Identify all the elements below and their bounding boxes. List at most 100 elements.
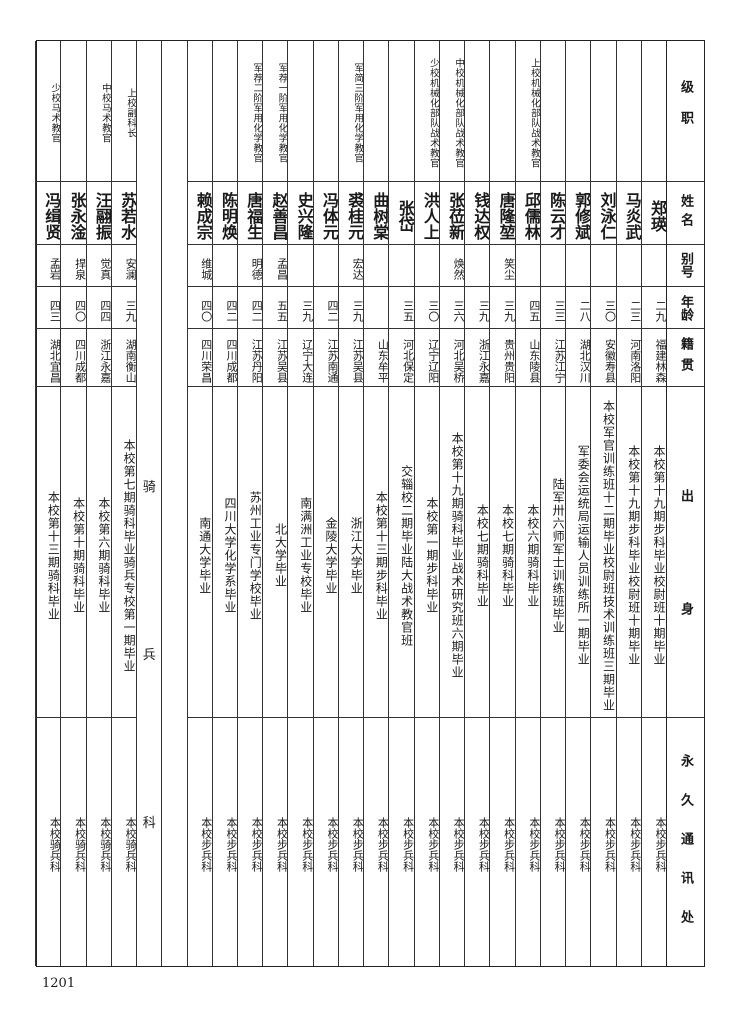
native-place-cell: 湖北汉川 [566, 329, 591, 388]
blank-column [161, 41, 186, 966]
table-row: 冯体元 四二 江苏南通 金陵大学毕业 本校步兵科 [312, 41, 338, 966]
table-row: 军简三阶军用化学教官 裘桂元 宏达 三九 江苏吴县 浙江大学毕业 本校步兵科 [337, 41, 364, 966]
age-cell: 二九 [641, 287, 666, 330]
table-row: 曲树棠 山东牟平 本校第十三期步科毕业 本校步兵科 [363, 41, 389, 966]
age-cell: 三六 [439, 287, 465, 330]
name-cell: 裘桂元 [338, 182, 364, 245]
table-row: 中校马术教官 汪翮振 觉真 四四 浙江永嘉 本校第六期骑科毕业 本校骑兵科 [85, 41, 111, 966]
age-cell: 五五 [263, 287, 288, 330]
background-cell: 北大学毕业 [263, 387, 288, 718]
alias-cell: 明德 [238, 245, 263, 288]
section-char: 兵 [142, 647, 156, 663]
table-row: 钱达权 三九 浙江永嘉 本校七期骑科毕业 本校步兵科 [464, 41, 490, 966]
table-row: 史兴隆 三九 辽宁大连 南满洲工业专校毕业 本校步兵科 [287, 41, 313, 966]
age-cell [364, 287, 389, 330]
name-cell: 洪人上 [414, 182, 439, 245]
address-cell: 本校步兵科 [654, 817, 666, 873]
table-row: 郭修斌 二八 湖北汉川 军委会运统局运输人员训练所一期毕业 本校步兵科 [565, 41, 591, 966]
address-cell: 本校步兵科 [351, 817, 364, 873]
table-row: 马炎武 二三 河南洛阳 本校第十九期步科毕业校尉班十期毕业 本校步兵科 [615, 41, 641, 966]
name-cell: 冯体元 [313, 182, 338, 245]
age-cell: 四二 [313, 287, 338, 330]
rank-cell: 军简三阶军用化学教官 [338, 41, 364, 182]
name-cell: 陈云才 [540, 182, 566, 245]
background-cell: 浙江大学毕业 [338, 387, 364, 718]
alias-cell: 安澜 [111, 245, 137, 288]
address-cell: 本校骑兵科 [48, 817, 61, 873]
age-cell: 四三 [36, 287, 61, 330]
native-place-cell: 江苏江宁 [540, 329, 566, 388]
header-address: 永久通讯处 [678, 754, 693, 950]
background-cell: 南满洲工业专校毕业 [288, 387, 313, 718]
age-cell: 四〇 [61, 287, 86, 330]
table-row: 上校机械化部队战术教官 邱儒林 四五 山东陵县 本校六期骑科毕业 本校步兵科 [514, 41, 540, 966]
alias-cell [389, 245, 414, 288]
table-row: 少校马术教官 冯缉贤 孟岩 四三 湖北宜昌 本校第十三期骑科毕业 本校骑兵科 [35, 41, 61, 966]
address-cell: 本校步兵科 [603, 817, 616, 873]
table-row: 郑瑛 二九 福建林森 本校第十九期步科毕业校尉班十期毕业 本校步兵科 [640, 41, 666, 966]
native-place-cell: 江苏丹阳 [238, 329, 263, 388]
address-cell: 本校步兵科 [628, 817, 641, 873]
alias-cell [288, 245, 313, 288]
age-cell: 三五 [389, 287, 414, 330]
name-cell: 马炎武 [616, 182, 641, 245]
background-cell: 本校六期骑科毕业 [515, 387, 540, 718]
name-cell: 郭修斌 [566, 182, 591, 245]
background-cell: 苏州工业专门学校毕业 [238, 387, 263, 718]
native-place-cell: 福建林森 [641, 329, 666, 388]
background-cell: 交辎校二期毕业陆大战术教官班 [389, 387, 414, 718]
name-cell: 曲树棠 [364, 182, 389, 245]
table-row: 张永淦 捍泉 四〇 四川成都 本校第十期骑科毕业 本校骑兵科 [60, 41, 86, 966]
rank-cell: 少校马术教官 [36, 41, 61, 182]
name-cell: 邱儒林 [515, 182, 540, 245]
alias-cell [212, 245, 238, 288]
native-place-cell: 江苏吴县 [338, 329, 364, 388]
background-cell: 陆军卅六师军士训练班毕业 [540, 387, 566, 718]
alias-cell [591, 245, 616, 288]
name-cell: 张永淦 [61, 182, 86, 245]
native-place-cell: 浙江永嘉 [465, 329, 490, 388]
native-place-cell: 山东牟平 [364, 329, 389, 388]
age-cell: 三〇 [591, 287, 616, 330]
address-cell: 本校步兵科 [325, 817, 338, 873]
rank-cell [591, 41, 616, 182]
background-cell: 本校军官训练班十二期毕业校尉班技术训练班三期毕业 [591, 387, 616, 718]
address-cell: 本校步兵科 [250, 817, 263, 873]
alias-cell [641, 245, 666, 288]
name-cell: 张莅新 [439, 182, 465, 245]
table-row: 中校机械化部队战术教官 张莅新 焕然 三六 河北吴桥 本校第十九期骑科毕业战术研究班六期毕… [438, 41, 465, 966]
alias-cell [540, 245, 566, 288]
rank-cell [212, 41, 238, 182]
alias-cell: 宏达 [338, 245, 364, 288]
name-cell: 钱达权 [465, 182, 490, 245]
header-background: 出身 [667, 387, 704, 718]
background-cell: 四川大学化学系毕业 [212, 387, 238, 718]
rank-cell [364, 41, 389, 182]
name-cell: 唐隆堃 [490, 182, 515, 245]
background-cell: 本校第十九期步科毕业校尉班十期毕业 [641, 387, 666, 718]
background-cell: 金陵大学毕业 [313, 387, 338, 718]
rank-cell [465, 41, 490, 182]
address-cell: 本校步兵科 [452, 817, 465, 873]
address-cell: 本校步兵科 [477, 817, 490, 873]
native-place-cell: 浙江永嘉 [86, 329, 111, 388]
age-cell: 三〇 [414, 287, 439, 330]
background-cell: 本校第一期步科毕业 [414, 387, 439, 718]
alias-cell [465, 245, 490, 288]
address-cell: 本校步兵科 [527, 817, 540, 873]
age-cell: 三九 [465, 287, 490, 330]
age-cell: 四四 [86, 287, 111, 330]
rank-cell [61, 41, 86, 182]
name-cell: 苏若水 [111, 182, 137, 245]
rank-cell: 少校机械化部队战术教官 [414, 41, 439, 182]
address-cell: 本校步兵科 [578, 817, 591, 873]
background-cell: 南通大学毕业 [187, 387, 212, 718]
background-cell: 本校第十九期步科毕业校尉班十期毕业 [616, 387, 641, 718]
header-name: 姓名 [667, 182, 704, 245]
rank-cell [389, 41, 414, 182]
rank-cell [490, 41, 515, 182]
name-cell: 史兴隆 [288, 182, 313, 245]
address-cell: 本校步兵科 [300, 817, 313, 873]
section-cavalry: 骑兵科 [136, 41, 161, 966]
rank-cell [288, 41, 313, 182]
